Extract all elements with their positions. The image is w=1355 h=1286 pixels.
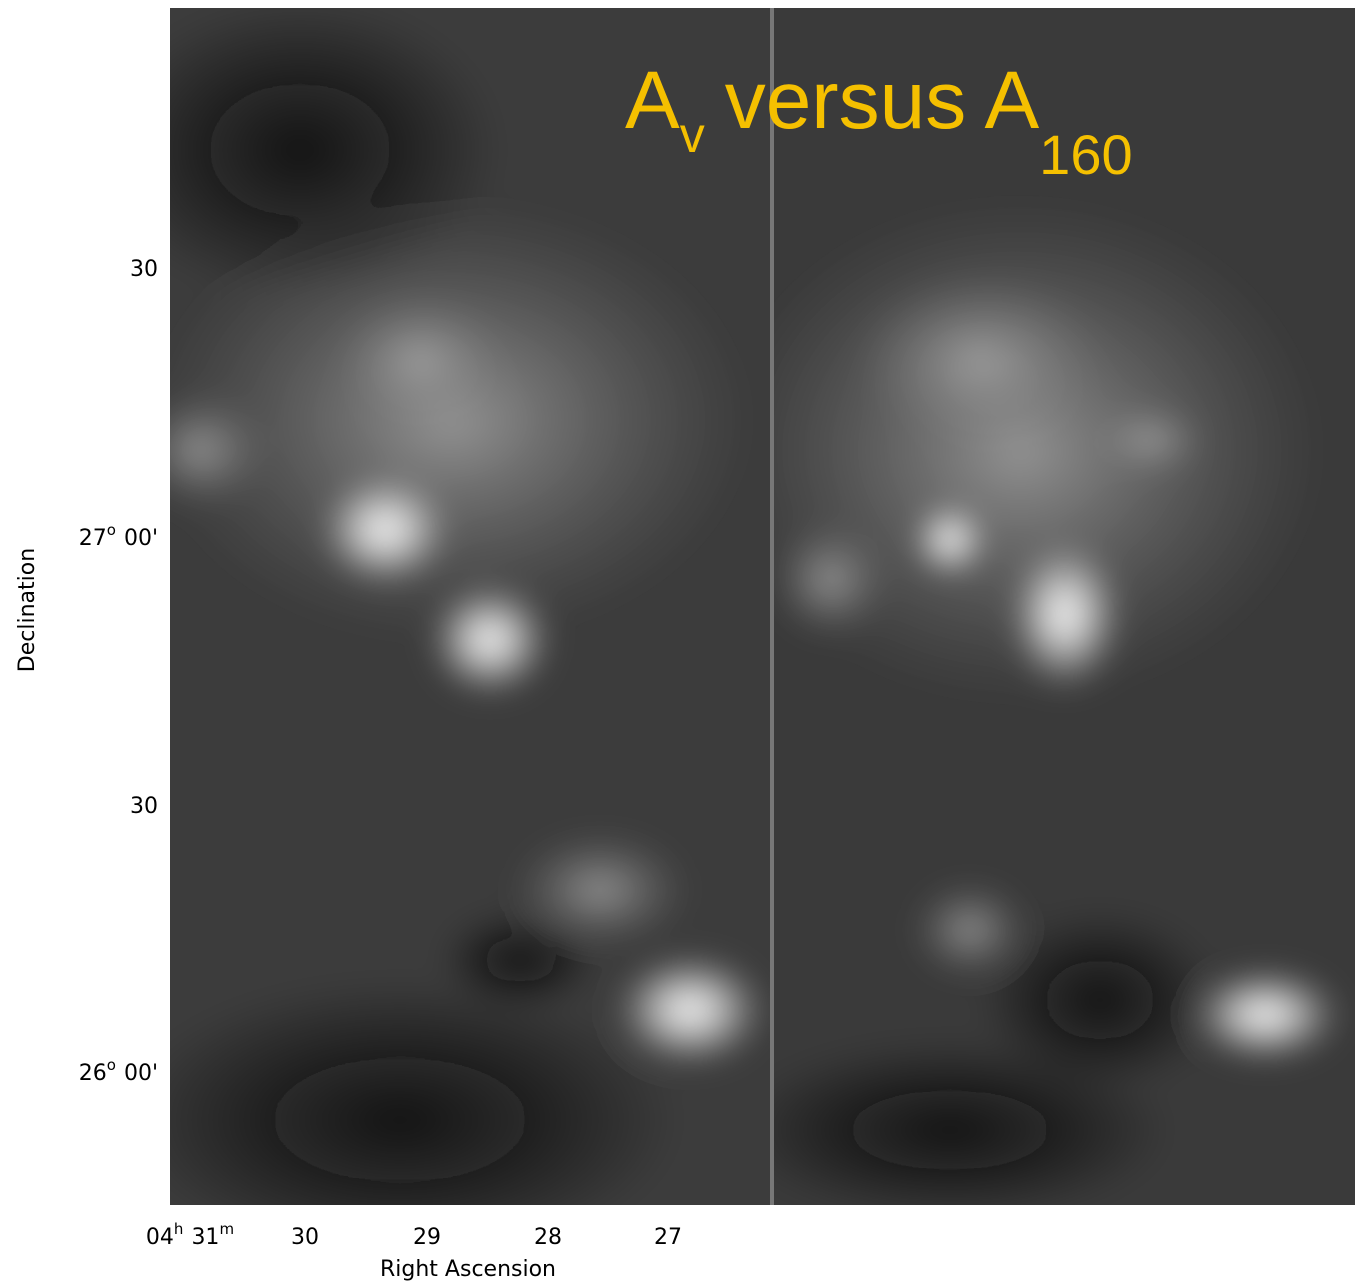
figure: Avversus A160 30 27o00' 30 26o00' Declin… [0, 0, 1355, 1286]
right-map [720, 8, 1355, 1220]
x-tick-label: 28 [534, 1225, 562, 1250]
y-tick-label: 30 [130, 794, 158, 819]
x-tick-label: 27 [654, 1225, 682, 1250]
x-axis-label: Right Ascension [380, 1257, 556, 1282]
x-tick-label: 30 [291, 1225, 319, 1250]
left-map [100, 0, 770, 1260]
y-axis-label: Declination [15, 548, 40, 672]
y-tick-label: 30 [130, 257, 158, 282]
x-tick-label: 29 [413, 1225, 441, 1250]
